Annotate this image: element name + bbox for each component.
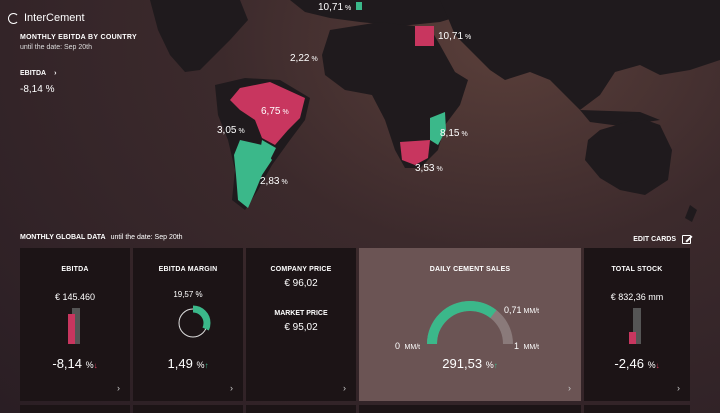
card-title: EBITDA MARGIN (158, 266, 218, 273)
card-ebitda[interactable]: EBITDA € 145.460 -8,14 %↓ › (20, 248, 130, 401)
card-stub (246, 405, 356, 413)
bar-current (629, 332, 636, 344)
label-brazil: 6,75% (261, 106, 289, 117)
label-argentina: 2,83% (260, 176, 288, 187)
chevron-right-icon[interactable]: › (677, 383, 680, 393)
chevron-right-icon: › (54, 70, 57, 77)
label-cape-verde: 10,71% (318, 2, 352, 13)
card-ebitda-margin[interactable]: EBITDA MARGIN 19,57 % 1,49 %↑ › (133, 248, 243, 401)
card-stub (359, 405, 581, 413)
stock-change: -2,46 %↓ (614, 356, 660, 371)
margin-ring-gauge (175, 305, 211, 341)
label-south-africa: 3,53% (415, 163, 443, 174)
card-stub (20, 405, 130, 413)
chevron-right-icon[interactable]: › (343, 383, 346, 393)
market-price-title: MARKET PRICE (274, 310, 328, 317)
arrow-down-icon: ↓ (93, 361, 98, 370)
margin-gauge-pct: 19,57 % (173, 290, 203, 299)
chevron-right-icon[interactable]: › (568, 383, 571, 393)
land-asia (440, 0, 720, 110)
ebitda-filter-label: EBITDA (20, 70, 47, 77)
edit-cards-button[interactable]: EDIT CARDS (633, 235, 691, 244)
company-price-title: COMPANY PRICE (270, 266, 332, 273)
section-title: MONTHLY GLOBAL DATA until the date: Sep … (20, 234, 183, 241)
sales-change: 291,53 %↑ (442, 356, 498, 371)
card-title: DAILY CEMENT SALES (429, 266, 511, 273)
ebitda-change: -8,14 %↓ (52, 356, 98, 371)
country-south-africa[interactable] (400, 140, 430, 165)
land-europe (290, 0, 480, 26)
edit-icon (682, 235, 691, 244)
map-subtitle: until the date: Sep 20th (20, 44, 92, 51)
country-brazil[interactable] (230, 82, 305, 145)
ebitda-filter-link[interactable]: EBITDA › (20, 70, 56, 77)
chevron-right-icon[interactable]: › (117, 383, 120, 393)
bar-current (68, 314, 75, 344)
world-map (150, 0, 720, 222)
arrow-down-icon: ↓ (655, 361, 660, 370)
company-price-value: € 96,02 (284, 278, 318, 289)
country-mozambique[interactable] (430, 112, 446, 145)
card-daily-cement-sales[interactable]: DAILY CEMENT SALES 0,71 MM/t 0 MM/t 1 MM/… (359, 248, 581, 401)
stock-amount: € 832,36 mm (610, 292, 664, 302)
country-paraguay[interactable] (260, 140, 276, 160)
card-title: TOTAL STOCK (611, 266, 663, 273)
chevron-right-icon[interactable]: › (230, 383, 233, 393)
label-paraguay: 3,05% (217, 125, 245, 136)
gauge-fill (427, 301, 513, 345)
section-title-text: MONTHLY GLOBAL DATA (20, 234, 106, 241)
card-prices[interactable]: COMPANY PRICE € 96,02 MARKET PRICE € 95,… (246, 248, 356, 401)
sales-max-label: 0,71 MM/t (504, 305, 540, 315)
country-egypt[interactable] (415, 26, 434, 46)
card-title: EBITDA (61, 266, 89, 273)
label-egypt: 10,71% (438, 31, 472, 42)
label-mid-africa: 2,22% (290, 53, 318, 64)
card-stub (133, 405, 243, 413)
sales-zero-label: 0 MM/t (395, 341, 421, 351)
sales-one-label: 1 MM/t (514, 341, 540, 351)
margin-change: 1,49 %↑ (167, 356, 209, 371)
market-price-value: € 95,02 (284, 322, 318, 333)
bar-previous (72, 308, 80, 344)
bar-previous (633, 308, 641, 344)
ebitda-map-value: -8,14 % (20, 84, 55, 95)
map-title: MONTHLY EBITDA BY COUNTRY (20, 34, 137, 41)
label-mozambique: 8,15% (440, 128, 468, 139)
arrow-up-icon: ↑ (493, 361, 498, 370)
card-stub (584, 405, 690, 413)
land-central-america (150, 0, 248, 72)
country-cape-verde[interactable] (356, 2, 362, 10)
stock-bar-chart (629, 308, 641, 344)
land-africa (322, 22, 468, 168)
card-total-stock[interactable]: TOTAL STOCK € 832,36 mm -2,46 %↓ › (584, 248, 690, 401)
brand-name: InterCement (24, 12, 85, 24)
country-argentina[interactable] (234, 140, 272, 208)
section-subtitle: until the date: Sep 20th (110, 234, 183, 241)
sales-arc-gauge (427, 301, 513, 345)
intercement-logo-icon (8, 12, 19, 24)
ebitda-bar-chart (68, 308, 80, 344)
edit-cards-label: EDIT CARDS (633, 236, 676, 243)
gauge-fill (175, 305, 211, 341)
land-nz (685, 205, 697, 222)
arrow-up-icon: ↑ (204, 361, 209, 370)
brand[interactable]: InterCement (8, 12, 85, 24)
ebitda-amount: € 145.460 (54, 292, 96, 302)
land-australia (585, 118, 672, 195)
